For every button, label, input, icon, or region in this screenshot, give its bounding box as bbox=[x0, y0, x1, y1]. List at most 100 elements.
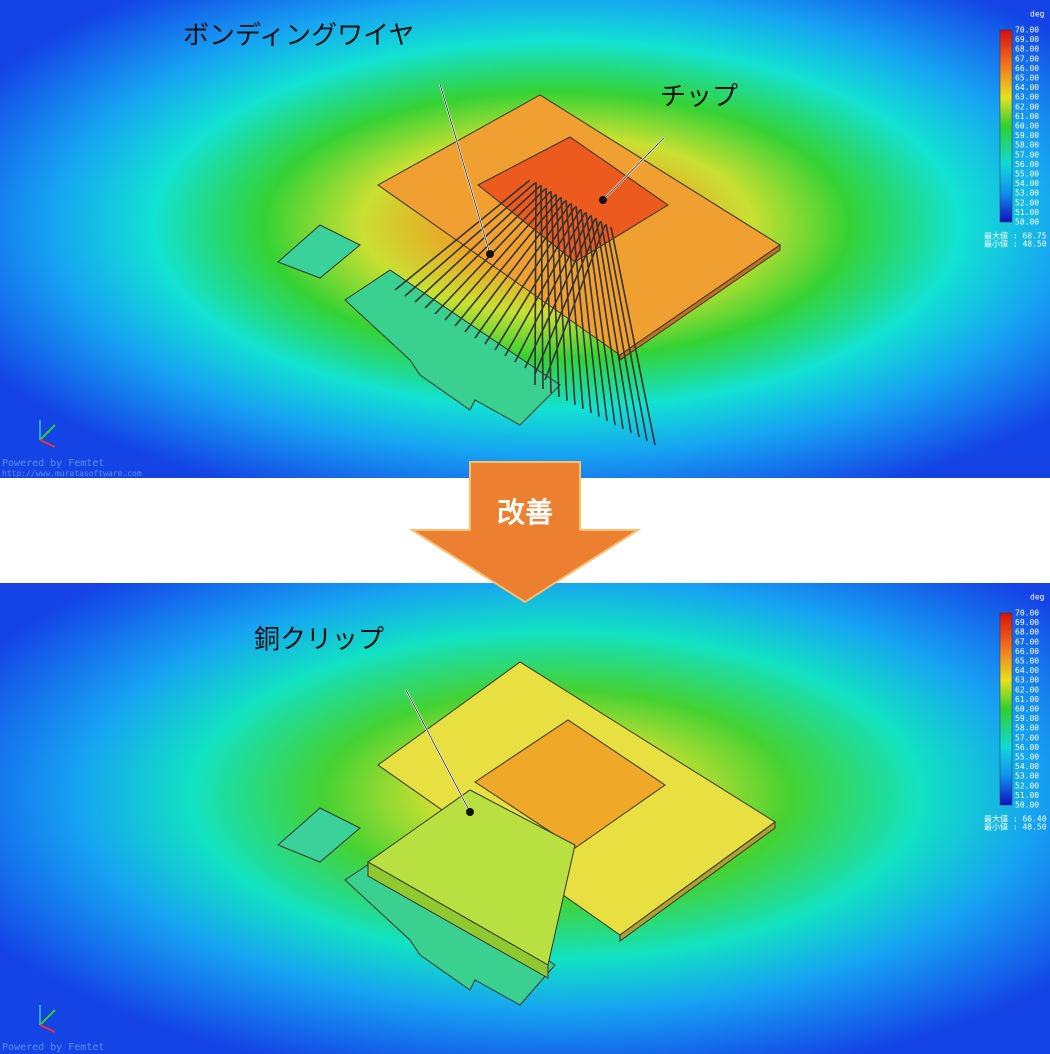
leader-dot bbox=[466, 808, 474, 816]
legend-tick-label: 59.00 bbox=[1015, 714, 1039, 723]
legend-tick-label: 57.00 bbox=[1015, 733, 1039, 742]
wire bbox=[550, 190, 560, 398]
legend-tick-label: 65.00 bbox=[1015, 74, 1039, 83]
legend-tick-label: 68.00 bbox=[1015, 45, 1039, 54]
legend-tick-label: 54.00 bbox=[1015, 179, 1039, 188]
clip-label: 銅クリップ bbox=[254, 625, 384, 655]
wire bbox=[464, 200, 566, 333]
legend-tick-label: 51.00 bbox=[1015, 791, 1039, 800]
arrow-label: 改善 bbox=[497, 496, 553, 529]
lead-frame bbox=[344, 269, 561, 426]
color-bar bbox=[999, 612, 1013, 806]
legend-tick-label: 66.00 bbox=[1015, 64, 1039, 73]
wire bbox=[514, 215, 591, 363]
legend-tick-label: 62.00 bbox=[1015, 685, 1039, 694]
wire bbox=[600, 220, 640, 438]
wire-label: ボンディングワイヤ bbox=[183, 21, 414, 51]
wire bbox=[610, 226, 656, 446]
legend-min: 最小値 : 48.50 bbox=[984, 239, 1047, 249]
wire bbox=[404, 182, 536, 297]
legend-tick-label: 64.00 bbox=[1015, 83, 1039, 92]
legend-tick-label: 67.00 bbox=[1015, 637, 1039, 646]
axis-triad bbox=[39, 420, 56, 448]
board-edge bbox=[619, 244, 781, 361]
legend-tick-label: 67.00 bbox=[1015, 54, 1039, 63]
legend-tick-label: 60.00 bbox=[1015, 705, 1039, 714]
wire bbox=[444, 194, 556, 321]
wire bbox=[394, 179, 531, 291]
bottom-panel: 銅クリップ deg70.0069.0068.0067.0066.0065.006… bbox=[0, 583, 1050, 1054]
legend-tick-label: 60.00 bbox=[1015, 122, 1039, 131]
wire bbox=[605, 223, 648, 442]
legend-tick-label: 63.00 bbox=[1015, 93, 1039, 102]
legend-tick-label: 55.00 bbox=[1015, 170, 1039, 179]
arrow-shape bbox=[408, 461, 642, 604]
legend-tick-label: 52.00 bbox=[1015, 781, 1039, 790]
legend-tick-label: 54.00 bbox=[1015, 762, 1039, 771]
legend-tick-label: 66.00 bbox=[1015, 647, 1039, 656]
legend-tick-label: 69.00 bbox=[1015, 35, 1039, 44]
legend-tick-label: 58.00 bbox=[1015, 141, 1039, 150]
leader-line bbox=[602, 137, 665, 201]
legend-tick-label: 57.00 bbox=[1015, 150, 1039, 159]
legend-tick-label: 62.00 bbox=[1015, 102, 1039, 111]
bonding-wires bbox=[394, 179, 656, 446]
legend-tick-label: 64.00 bbox=[1015, 666, 1039, 675]
legend-tick-label: 58.00 bbox=[1015, 724, 1039, 733]
wire bbox=[560, 196, 576, 406]
legend-min: 最小値 : 48.50 bbox=[984, 822, 1047, 832]
legend: deg 70.0069.0068.0067.0066.0065.0064.0063… bbox=[984, 593, 1047, 832]
wire bbox=[414, 185, 541, 303]
legend-unit: deg bbox=[1030, 593, 1045, 602]
leader-line bbox=[405, 689, 471, 813]
legend-tick-label: 51.00 bbox=[1015, 208, 1039, 217]
leader-dot bbox=[599, 196, 607, 204]
legend-tick-label: 68.00 bbox=[1015, 628, 1039, 637]
legend-tick-label: 61.00 bbox=[1015, 695, 1039, 704]
legend-tick-label: 65.00 bbox=[1015, 657, 1039, 666]
powered-by: Powered by Femtet bbox=[2, 458, 104, 469]
legend-tick-label: 52.00 bbox=[1015, 198, 1039, 207]
wire bbox=[545, 187, 552, 394]
copper-clip-edge bbox=[367, 861, 549, 979]
wire bbox=[580, 208, 608, 422]
legend-tick-label: 70.00 bbox=[1015, 26, 1039, 35]
wire bbox=[570, 202, 592, 414]
leader-line bbox=[439, 83, 491, 255]
legend-unit: deg bbox=[1030, 10, 1045, 19]
chip-label: チップ bbox=[660, 82, 738, 112]
wire bbox=[504, 212, 586, 357]
board-edge bbox=[619, 821, 776, 942]
chip bbox=[474, 719, 666, 849]
powered-by: Powered by Femtet bbox=[2, 1042, 104, 1053]
legend-max: 最大値 : 68.75 bbox=[984, 231, 1047, 241]
wire bbox=[424, 188, 546, 309]
wire bbox=[595, 217, 632, 434]
color-bar bbox=[999, 29, 1013, 223]
pad bbox=[277, 807, 361, 863]
axis-triad bbox=[39, 1005, 56, 1033]
wire bbox=[484, 206, 576, 345]
legend-tick-label: 63.00 bbox=[1015, 676, 1039, 685]
legend-tick-label: 59.00 bbox=[1015, 131, 1039, 140]
legend-tick-label: 50.00 bbox=[1015, 218, 1039, 227]
legend: deg 70.0069.0068.0067.0066.0065.0064.0063… bbox=[984, 10, 1047, 249]
legend-tick-label: 53.00 bbox=[1015, 189, 1039, 198]
legend-tick-label: 61.00 bbox=[1015, 112, 1039, 121]
legend-tick-label: 50.00 bbox=[1015, 801, 1039, 810]
legend-tick-label: 53.00 bbox=[1015, 772, 1039, 781]
legend-max: 最大値 : 66.40 bbox=[984, 814, 1047, 824]
improvement-arrow: 改善 bbox=[408, 461, 642, 604]
legend-tick-label: 69.00 bbox=[1015, 618, 1039, 627]
wire bbox=[544, 224, 606, 381]
wire bbox=[454, 197, 561, 327]
wire bbox=[524, 218, 596, 369]
chip bbox=[477, 136, 669, 263]
legend-tick-label: 56.00 bbox=[1015, 160, 1039, 169]
legend-tick-label: 55.00 bbox=[1015, 753, 1039, 762]
leader-dot bbox=[486, 250, 494, 258]
wire bbox=[590, 214, 624, 430]
wire bbox=[534, 221, 601, 375]
